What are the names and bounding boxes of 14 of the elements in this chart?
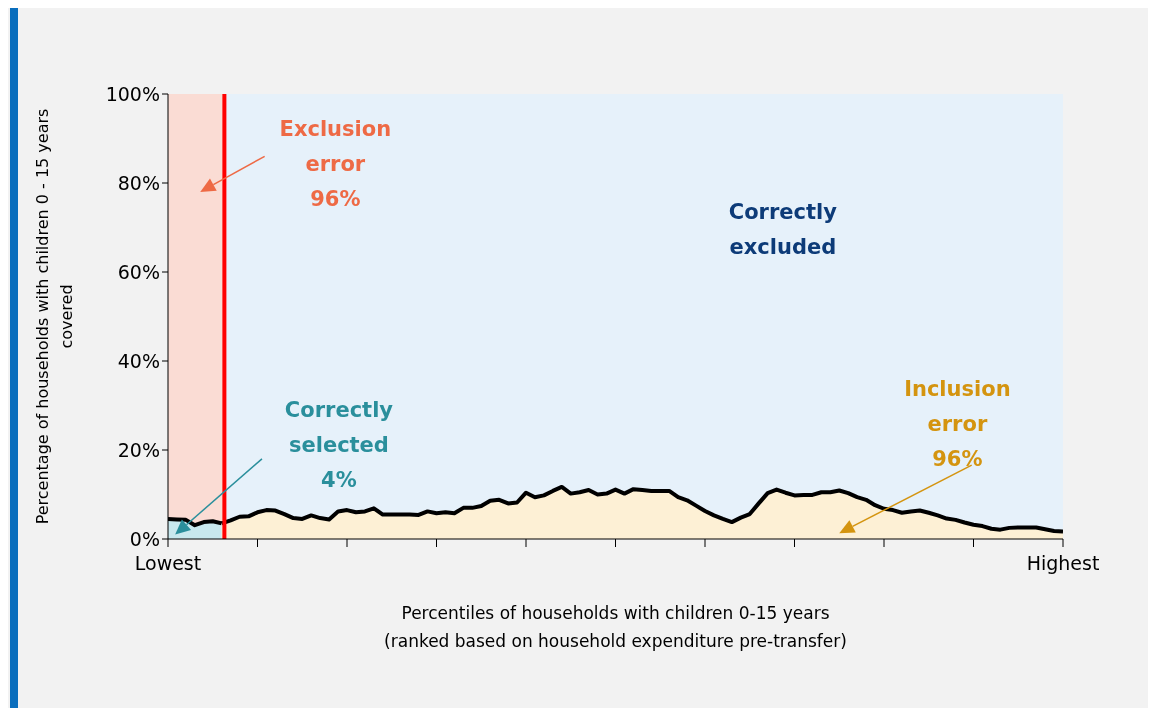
y-axis-title: Percentage of households with children 0 - 15 years covered (33, 108, 76, 525)
annotation: Correctly excluded (728, 199, 838, 259)
y-tick-label: 40% (117, 349, 160, 372)
y-tick-label: 20% (117, 438, 160, 461)
x-tick-label: Highest (1026, 552, 1100, 575)
annotation: Correctly selected 4% (284, 397, 394, 492)
x-tick-label: Lowest (134, 552, 202, 575)
annotation: Exclusion error 96% (279, 117, 392, 212)
y-tick-label: 80% (117, 171, 160, 194)
annotation: Inclusion error 96% (904, 377, 1011, 472)
y-tick-label: 100% (105, 82, 160, 105)
y-tick-label: 60% (117, 260, 160, 283)
x-axis-title: Percentiles of households with children 0-15 years (ranked based on household expenditure pre-transfer) (384, 603, 847, 651)
y-tick-label: 0% (129, 527, 160, 550)
